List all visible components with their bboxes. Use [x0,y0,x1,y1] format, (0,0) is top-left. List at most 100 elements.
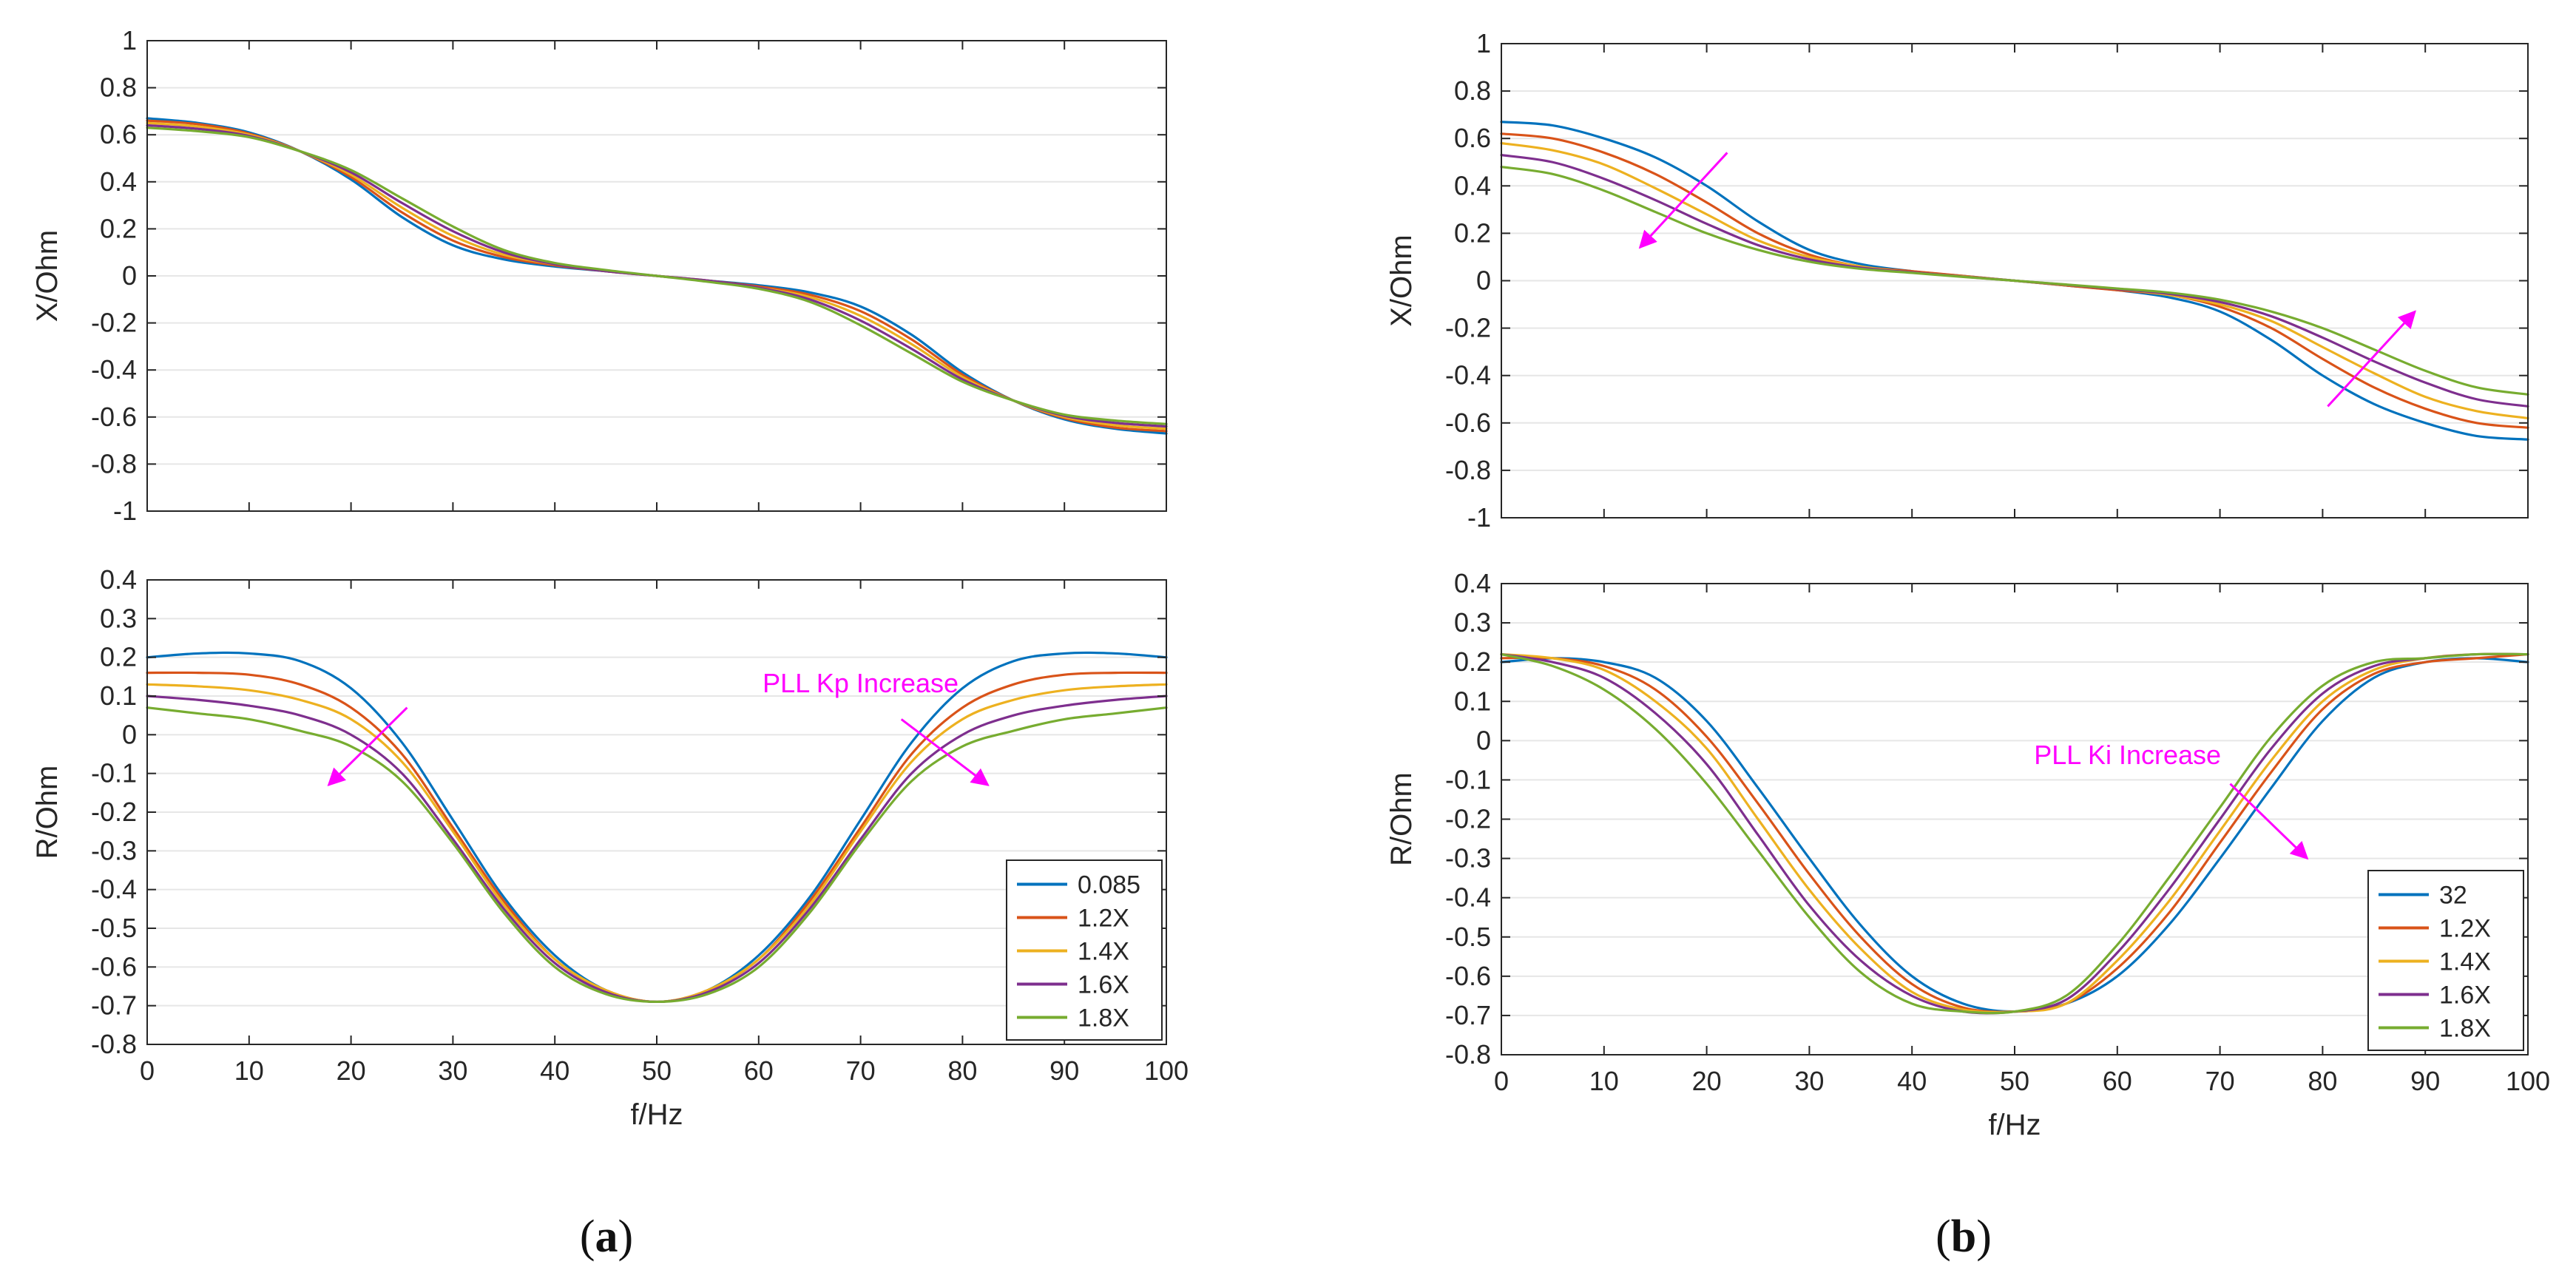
x-tick-label: 80 [947,1055,977,1086]
annotation-arrow [2229,783,2309,860]
y-tick-label: -0.3 [1445,843,1491,874]
y-tick-label: -1 [113,496,137,526]
legend-label: 1.4X [1078,938,1129,966]
y-tick-label: -0.6 [1445,408,1491,438]
x-tick-label: 50 [2000,1066,2029,1096]
x-axis-label: f/Hz [630,1098,683,1131]
series-line-1.8X [1500,652,2529,1015]
legend-label: 1.6X [1078,971,1129,999]
y-tick-label: -0.4 [91,354,137,385]
legend-label: 0.085 [1078,871,1140,899]
series-line-1.8X [1500,166,2529,396]
series-group [1500,121,2529,441]
y-tick-label: 0.4 [100,564,137,595]
chart-b-bottom: -0.8 -0.7 -0.6 -0.5 -0.4 -0.3 -0.2 -0.1 0 0.1 0.2 0… [1385,568,2550,1141]
annotation-text: PLL Ki Increase [2034,740,2221,770]
x-tick-label: 40 [540,1055,569,1086]
legend-label: 1.4X [2439,948,2491,976]
y-tick-label: -0.1 [1445,764,1491,794]
caption-a: (a) [580,1212,633,1262]
y-tick-label: -0.8 [1445,1039,1491,1070]
chart-a-bottom: -0.8 -0.7 -0.6 -0.5 -0.4 -0.3 -0.2 -0.1 0 0.1 0.2 0… [31,564,1189,1131]
x-tick-label: 90 [1049,1055,1079,1086]
y-tick-label: -0.8 [91,448,137,479]
y-tick-label: 0.2 [1454,217,1491,248]
x-tick-label: 80 [2308,1066,2337,1096]
y-tick-label: -0.4 [1445,882,1491,913]
annotation-arrow [2327,310,2416,408]
x-tick-label: 0 [140,1055,155,1086]
x-tick-label: 10 [234,1055,264,1086]
annotation-arrow [1638,152,1728,249]
y-tick-label: 0 [122,719,137,749]
x-tick-label: 30 [438,1055,467,1086]
chart-b-top: -1 -0.8 -0.6 -0.4 -0.2 0 0.2 0.4 0.6 0.8 1 X/Ohm [1385,28,2529,533]
y-tick-label: -0.2 [91,308,137,338]
x-tick-label: 100 [2506,1066,2550,1096]
x-axis-label: f/Hz [1988,1109,2041,1141]
y-tick-label: -0.1 [91,758,137,788]
y-tick-label: -0.4 [91,874,137,905]
y-tick-label: -0.3 [91,835,137,865]
legend-label: 1.2X [1078,905,1129,933]
legend-label: 1.8X [1078,1004,1129,1033]
x-tick-label: 90 [2410,1066,2440,1096]
y-tick-label: 0.1 [100,680,137,711]
annotation-arrow [900,718,990,786]
x-tick-label: 70 [846,1055,876,1086]
chart-a-top: -1 -0.8 -0.6 -0.4 -0.2 0 0.2 0.4 0.6 0.8 1 X/Ohm [31,25,1168,526]
legend: 0.085 1.2X 1.4X 1.6X 1.8X [1006,859,1163,1041]
y-tick-label: -0.2 [1445,804,1491,834]
y-tick-label: -0.5 [91,913,137,943]
x-tick-label: 20 [1692,1066,1722,1096]
y-tick-label: -1 [1467,502,1491,533]
y-tick-label: 1 [1476,28,1491,58]
x-tick-label: 0 [1494,1066,1509,1096]
y-tick-label: -0.6 [1445,961,1491,991]
series-line-1.8X [146,706,1168,1004]
y-tick-label: 0.3 [1454,607,1491,638]
y-tick-label: 0.8 [100,72,137,103]
x-tick-label: 20 [337,1055,366,1086]
y-axis-label: X/Ohm [1385,234,1418,326]
x-tick-label: 30 [1794,1066,1824,1096]
legend-label: 1.6X [2439,982,2491,1010]
y-tick-label: 0.1 [1454,686,1491,716]
series-line-1.8X [146,126,1168,425]
y-tick-label: 0 [1476,266,1491,296]
series-group [146,651,1168,1004]
x-tick-label: 40 [1897,1066,1927,1096]
y-tick-label: -0.8 [91,1029,137,1059]
x-tick-label: 60 [744,1055,774,1086]
series-group [1500,652,2529,1015]
x-tick-label: 60 [2103,1066,2132,1096]
y-tick-label: -0.4 [1445,360,1491,391]
caption-b: (b) [1936,1212,1992,1262]
y-tick-label: 0.3 [100,603,137,633]
y-axis-label: R/Ohm [31,766,64,859]
y-tick-label: 0.4 [100,166,137,197]
y-tick-label: 0.6 [1454,123,1491,153]
y-tick-label: -0.7 [1445,1000,1491,1030]
y-tick-label: 0.8 [1454,75,1491,106]
legend-label: 1.8X [2439,1015,2491,1043]
y-tick-label: 0.2 [100,642,137,672]
y-tick-label: 0.6 [100,119,137,149]
series-group [146,117,1168,435]
annotation-arrow [327,706,408,787]
y-tick-label: -0.7 [91,990,137,1021]
y-tick-label: 0.2 [1454,646,1491,677]
y-tick-label: 0.4 [1454,170,1491,200]
x-tick-label: 70 [2205,1066,2235,1096]
legend-label: 32 [2439,882,2467,910]
y-tick-label: -0.6 [91,951,137,982]
x-tick-label: 50 [642,1055,672,1086]
y-tick-label: 0 [1476,725,1491,755]
y-axis-label: R/Ohm [1385,772,1418,866]
x-tick-label: 100 [1144,1055,1189,1086]
y-tick-label: -0.5 [1445,922,1491,952]
y-axis-label: X/Ohm [31,230,64,322]
y-tick-label: 0.4 [1454,568,1491,598]
y-tick-label: 1 [122,25,137,55]
